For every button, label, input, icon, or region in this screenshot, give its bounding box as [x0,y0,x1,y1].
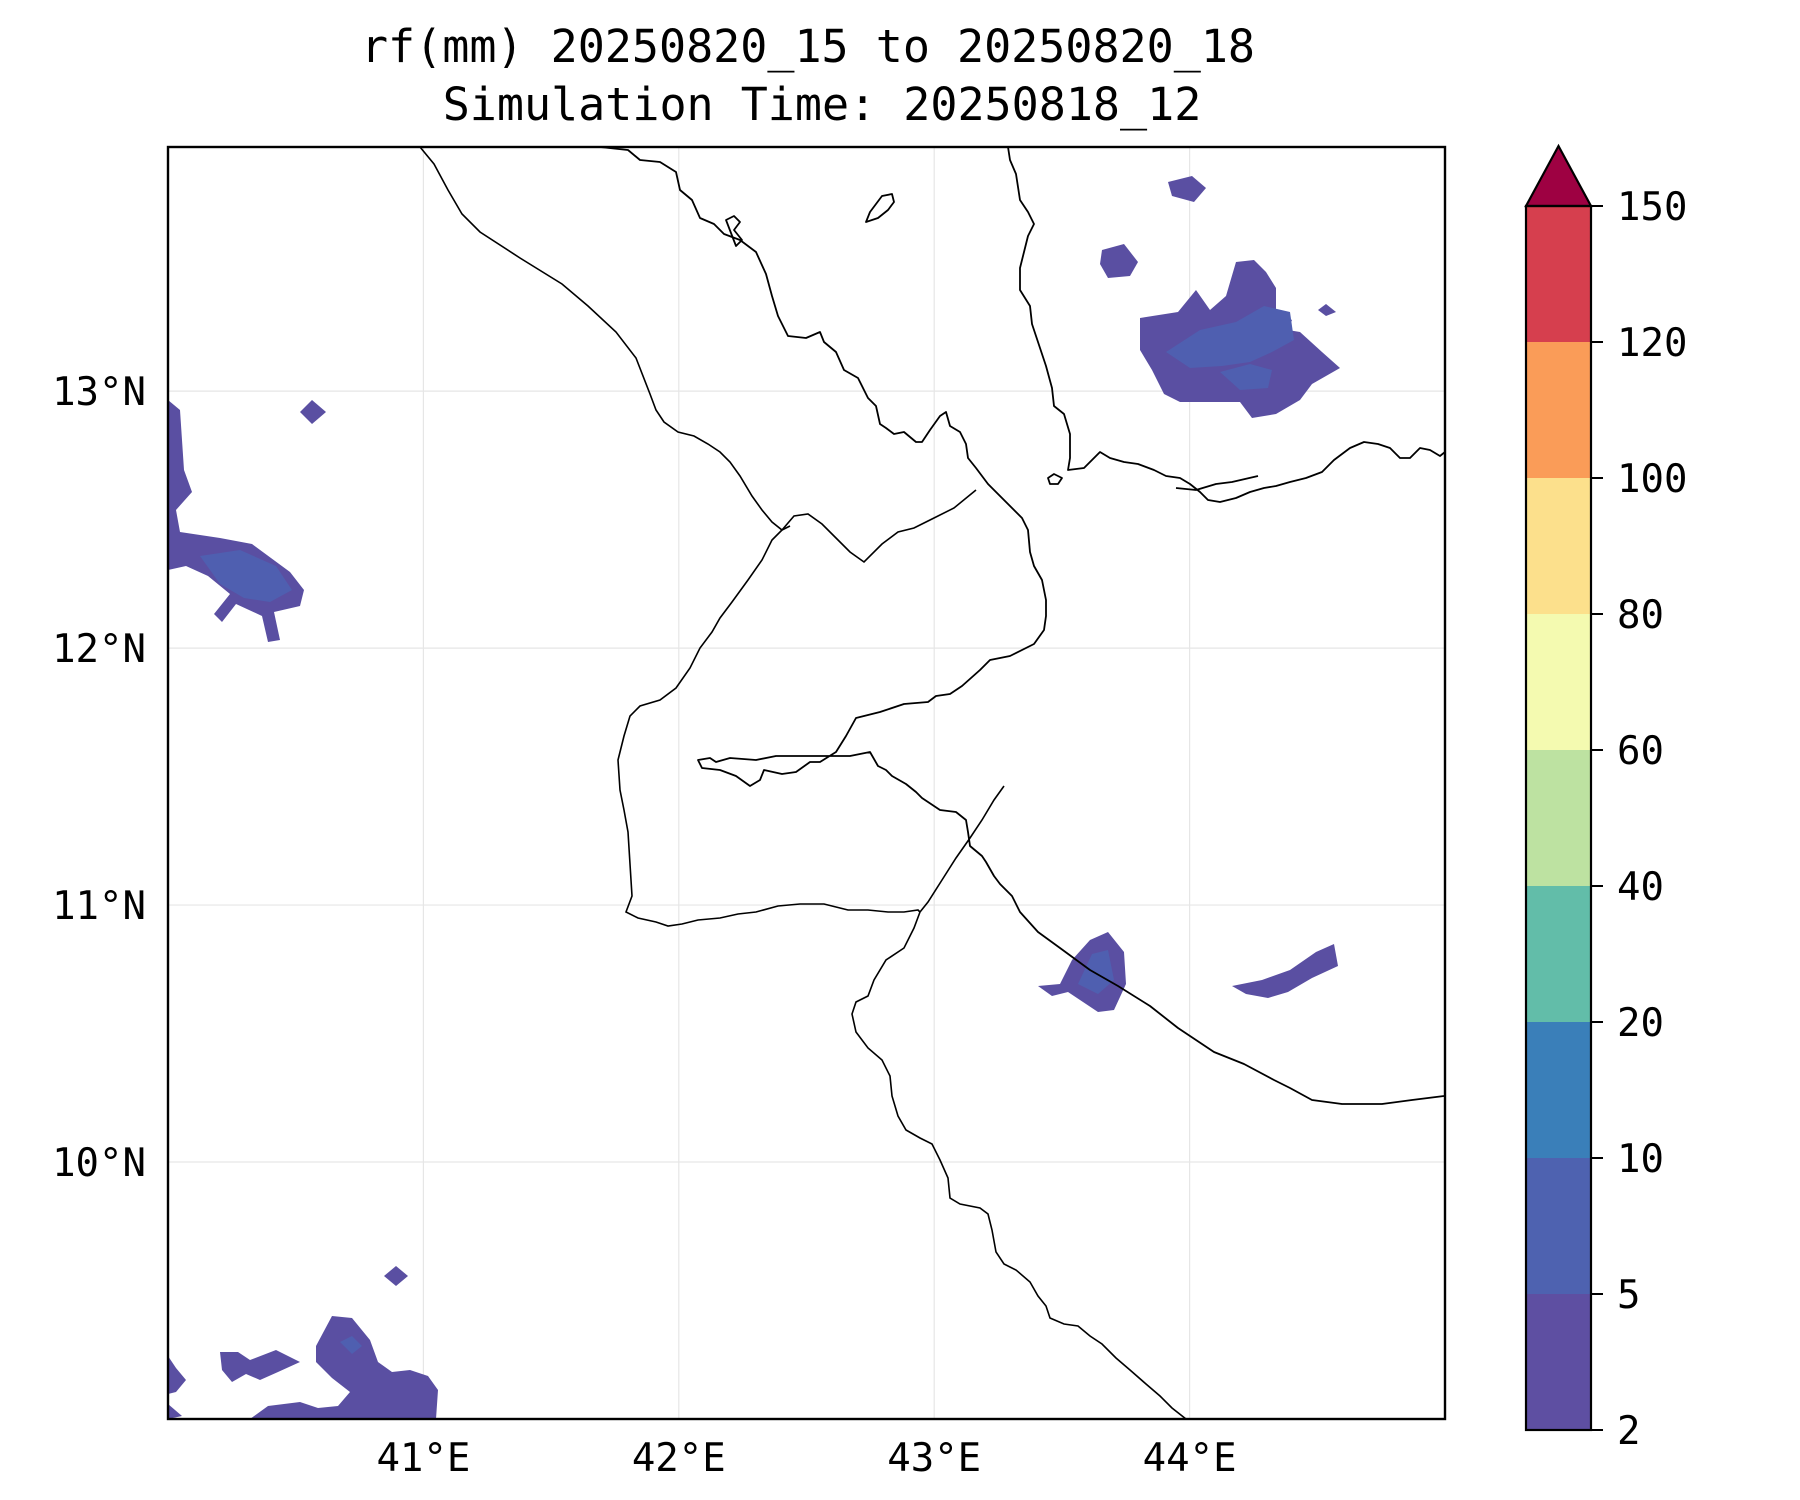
border-eritrea-ethiopia [419,147,791,531]
colorbar-tick-label: 60 [1617,729,1664,774]
coastline-islet-3 [725,215,743,247]
rain-patch-ne-core2 [1220,364,1272,390]
border-eritrea-djibouti [781,489,977,564]
x-axis-ticks: 41°E 42°E 43°E 44°E [376,1436,1236,1481]
colorbar-segment [1526,1022,1591,1158]
y-axis-ticks: 13°N 12°N 11°N 10°N [52,370,146,1186]
coastlines [599,147,1445,1105]
colorbar-tick-label: 120 [1617,321,1687,366]
map-frame [166,145,1447,1421]
colorbar-tick-label: 100 [1617,457,1687,502]
x-tick-label: 44°E [1143,1436,1237,1481]
colorbar-tick-label: 10 [1617,1137,1664,1182]
colorbar-tick-label: 20 [1617,1001,1664,1046]
colorbar-frame [1524,204,1593,1432]
rain-patch-sw-left2 [168,1404,182,1419]
rain-patch-se-left-core [1078,950,1114,994]
border-ethiopia-somaliland [851,911,1187,1419]
rain-patch-sw-left [168,1356,186,1394]
x-tick-label: 41°E [376,1436,470,1481]
colorbar-segment [1526,750,1591,886]
rain-patch-ne-dot [1318,304,1336,316]
rainfall-contours [168,176,1340,1419]
colorbar-tick-label: 2 [1617,1409,1640,1454]
rain-patch-sw-core [340,1336,362,1354]
colorbar-segment [1526,1294,1591,1430]
colorbar: 2 5 10 20 40 60 80 100 120 150 [1524,143,1687,1454]
y-tick-label: 12°N [52,627,146,672]
colorbar-segment [1526,478,1591,614]
y-tick-label: 11°N [52,884,146,929]
coastline-island-1 [865,193,895,223]
colorbar-segment [1526,206,1591,342]
colorbar-extend-triangle [1524,143,1593,208]
rain-patch-west-core [200,550,292,602]
rain-patch-ne-small [1168,176,1206,202]
y-tick-label: 10°N [52,1141,146,1186]
coastline-red-sea-east [1007,147,1445,503]
coastline-red-sea-west [599,147,1445,1105]
rain-patch-ne-mid [1100,244,1138,278]
border-djibouti-somaliland [919,785,1005,913]
coastline-island-2 [1047,473,1063,485]
colorbar-tick-label: 40 [1617,865,1664,910]
rain-patch-se-right [1232,944,1338,998]
x-tick-label: 43°E [887,1436,981,1481]
rain-patch-ne-core [1166,306,1294,368]
figure-title-line1: rf(mm) 20250820_15 to 20250820_18 [361,20,1255,73]
x-tick-label: 42°E [632,1436,726,1481]
figure-title-line2: Simulation Time: 20250818_12 [443,78,1202,131]
colorbar-segment [1526,1158,1591,1294]
country-borders [419,147,1187,1419]
rain-patch-west-dot [300,400,326,424]
colorbar-tick-label: 5 [1617,1273,1640,1318]
colorbar-segment [1526,614,1591,750]
colorbar-tick-label: 150 [1617,185,1687,230]
colorbar-segment [1526,886,1591,1022]
y-tick-label: 13°N [52,370,146,415]
rain-patch-sw-main [250,1316,438,1419]
coastline-sea-ne [1175,475,1259,491]
colorbar-tick-label: 80 [1617,593,1664,638]
rain-patch-sw-small [220,1350,300,1382]
colorbar-segment [1526,342,1591,478]
rain-patch-sw-dot [384,1266,408,1286]
border-ethiopia-djibouti [617,529,921,927]
